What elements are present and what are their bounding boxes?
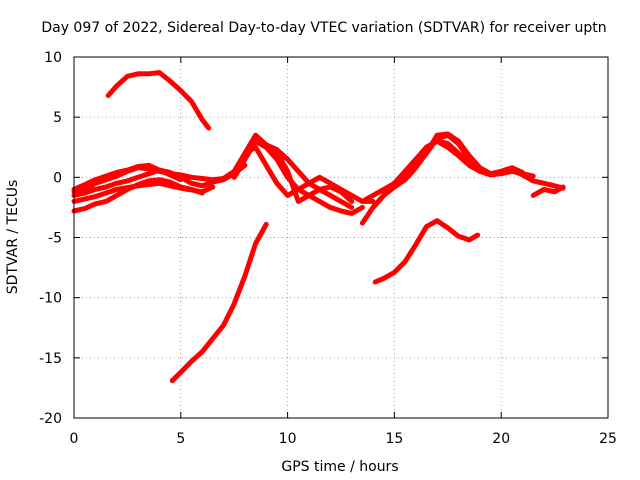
series-line-arc-14 bbox=[370, 138, 472, 210]
series-line-arc-7 bbox=[169, 221, 269, 384]
series-layer bbox=[71, 70, 566, 384]
x-tick-label: 15 bbox=[385, 431, 403, 447]
x-tick-labels: 0 5 10 15 20 25 bbox=[70, 431, 617, 447]
x-axis-label: GPS time / hours bbox=[281, 459, 398, 475]
x-tick-label: 20 bbox=[492, 431, 510, 447]
series-line-arc-9 bbox=[242, 144, 376, 204]
y-axis-label: SDTVAR / TECUs bbox=[5, 180, 21, 295]
x-tick-label: 5 bbox=[176, 431, 185, 447]
series-line-arc-4 bbox=[71, 162, 184, 192]
series-line-arc-16 bbox=[372, 218, 481, 285]
chart-title: Day 097 of 2022, Sidereal Day-to-day VTE… bbox=[41, 20, 606, 36]
y-tick-label: -20 bbox=[39, 411, 62, 427]
series-line-arc-11 bbox=[274, 150, 355, 204]
y-tick-labels: -20 -15 -10 -5 0 5 10 bbox=[39, 50, 62, 427]
y-tick-label: 10 bbox=[44, 50, 62, 66]
series-line-arc-6 bbox=[105, 70, 212, 131]
series-line-arc-17 bbox=[498, 167, 566, 191]
x-tick-label: 0 bbox=[70, 431, 79, 447]
y-tick-label: 5 bbox=[53, 110, 62, 126]
y-tick-label: -15 bbox=[39, 351, 62, 367]
y-tick-label: 0 bbox=[53, 170, 62, 186]
x-tick-label: 10 bbox=[279, 431, 297, 447]
x-tick-label: 25 bbox=[599, 431, 617, 447]
ticks bbox=[73, 56, 609, 419]
series-line-arc-5 bbox=[71, 180, 216, 204]
series-line-arc-8 bbox=[231, 138, 355, 210]
grid bbox=[74, 57, 608, 418]
series-line-arc-18 bbox=[530, 184, 566, 198]
y-tick-label: -10 bbox=[39, 291, 62, 307]
y-tick-label: -5 bbox=[48, 231, 62, 247]
